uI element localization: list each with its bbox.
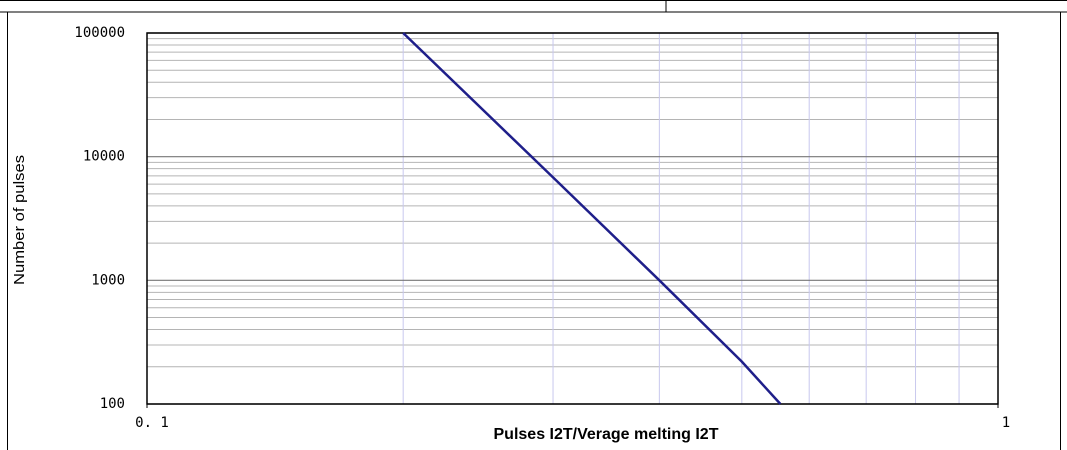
plot-frame (146, 32, 999, 405)
x-tick-label: 1 (1002, 415, 1010, 431)
data-line (402, 32, 782, 405)
y-axis-label: Number of pulses (11, 155, 28, 285)
y-tick-label: 1000 (91, 272, 125, 288)
x-axis-label: Pulses I2T/Verage melting I2T (494, 426, 719, 443)
y-tick-label: 100000 (74, 25, 125, 41)
x-tick-label: 0. 1 (135, 415, 169, 431)
y-tick-label: 100 (100, 396, 125, 412)
y-tick-label: 10000 (83, 149, 125, 165)
